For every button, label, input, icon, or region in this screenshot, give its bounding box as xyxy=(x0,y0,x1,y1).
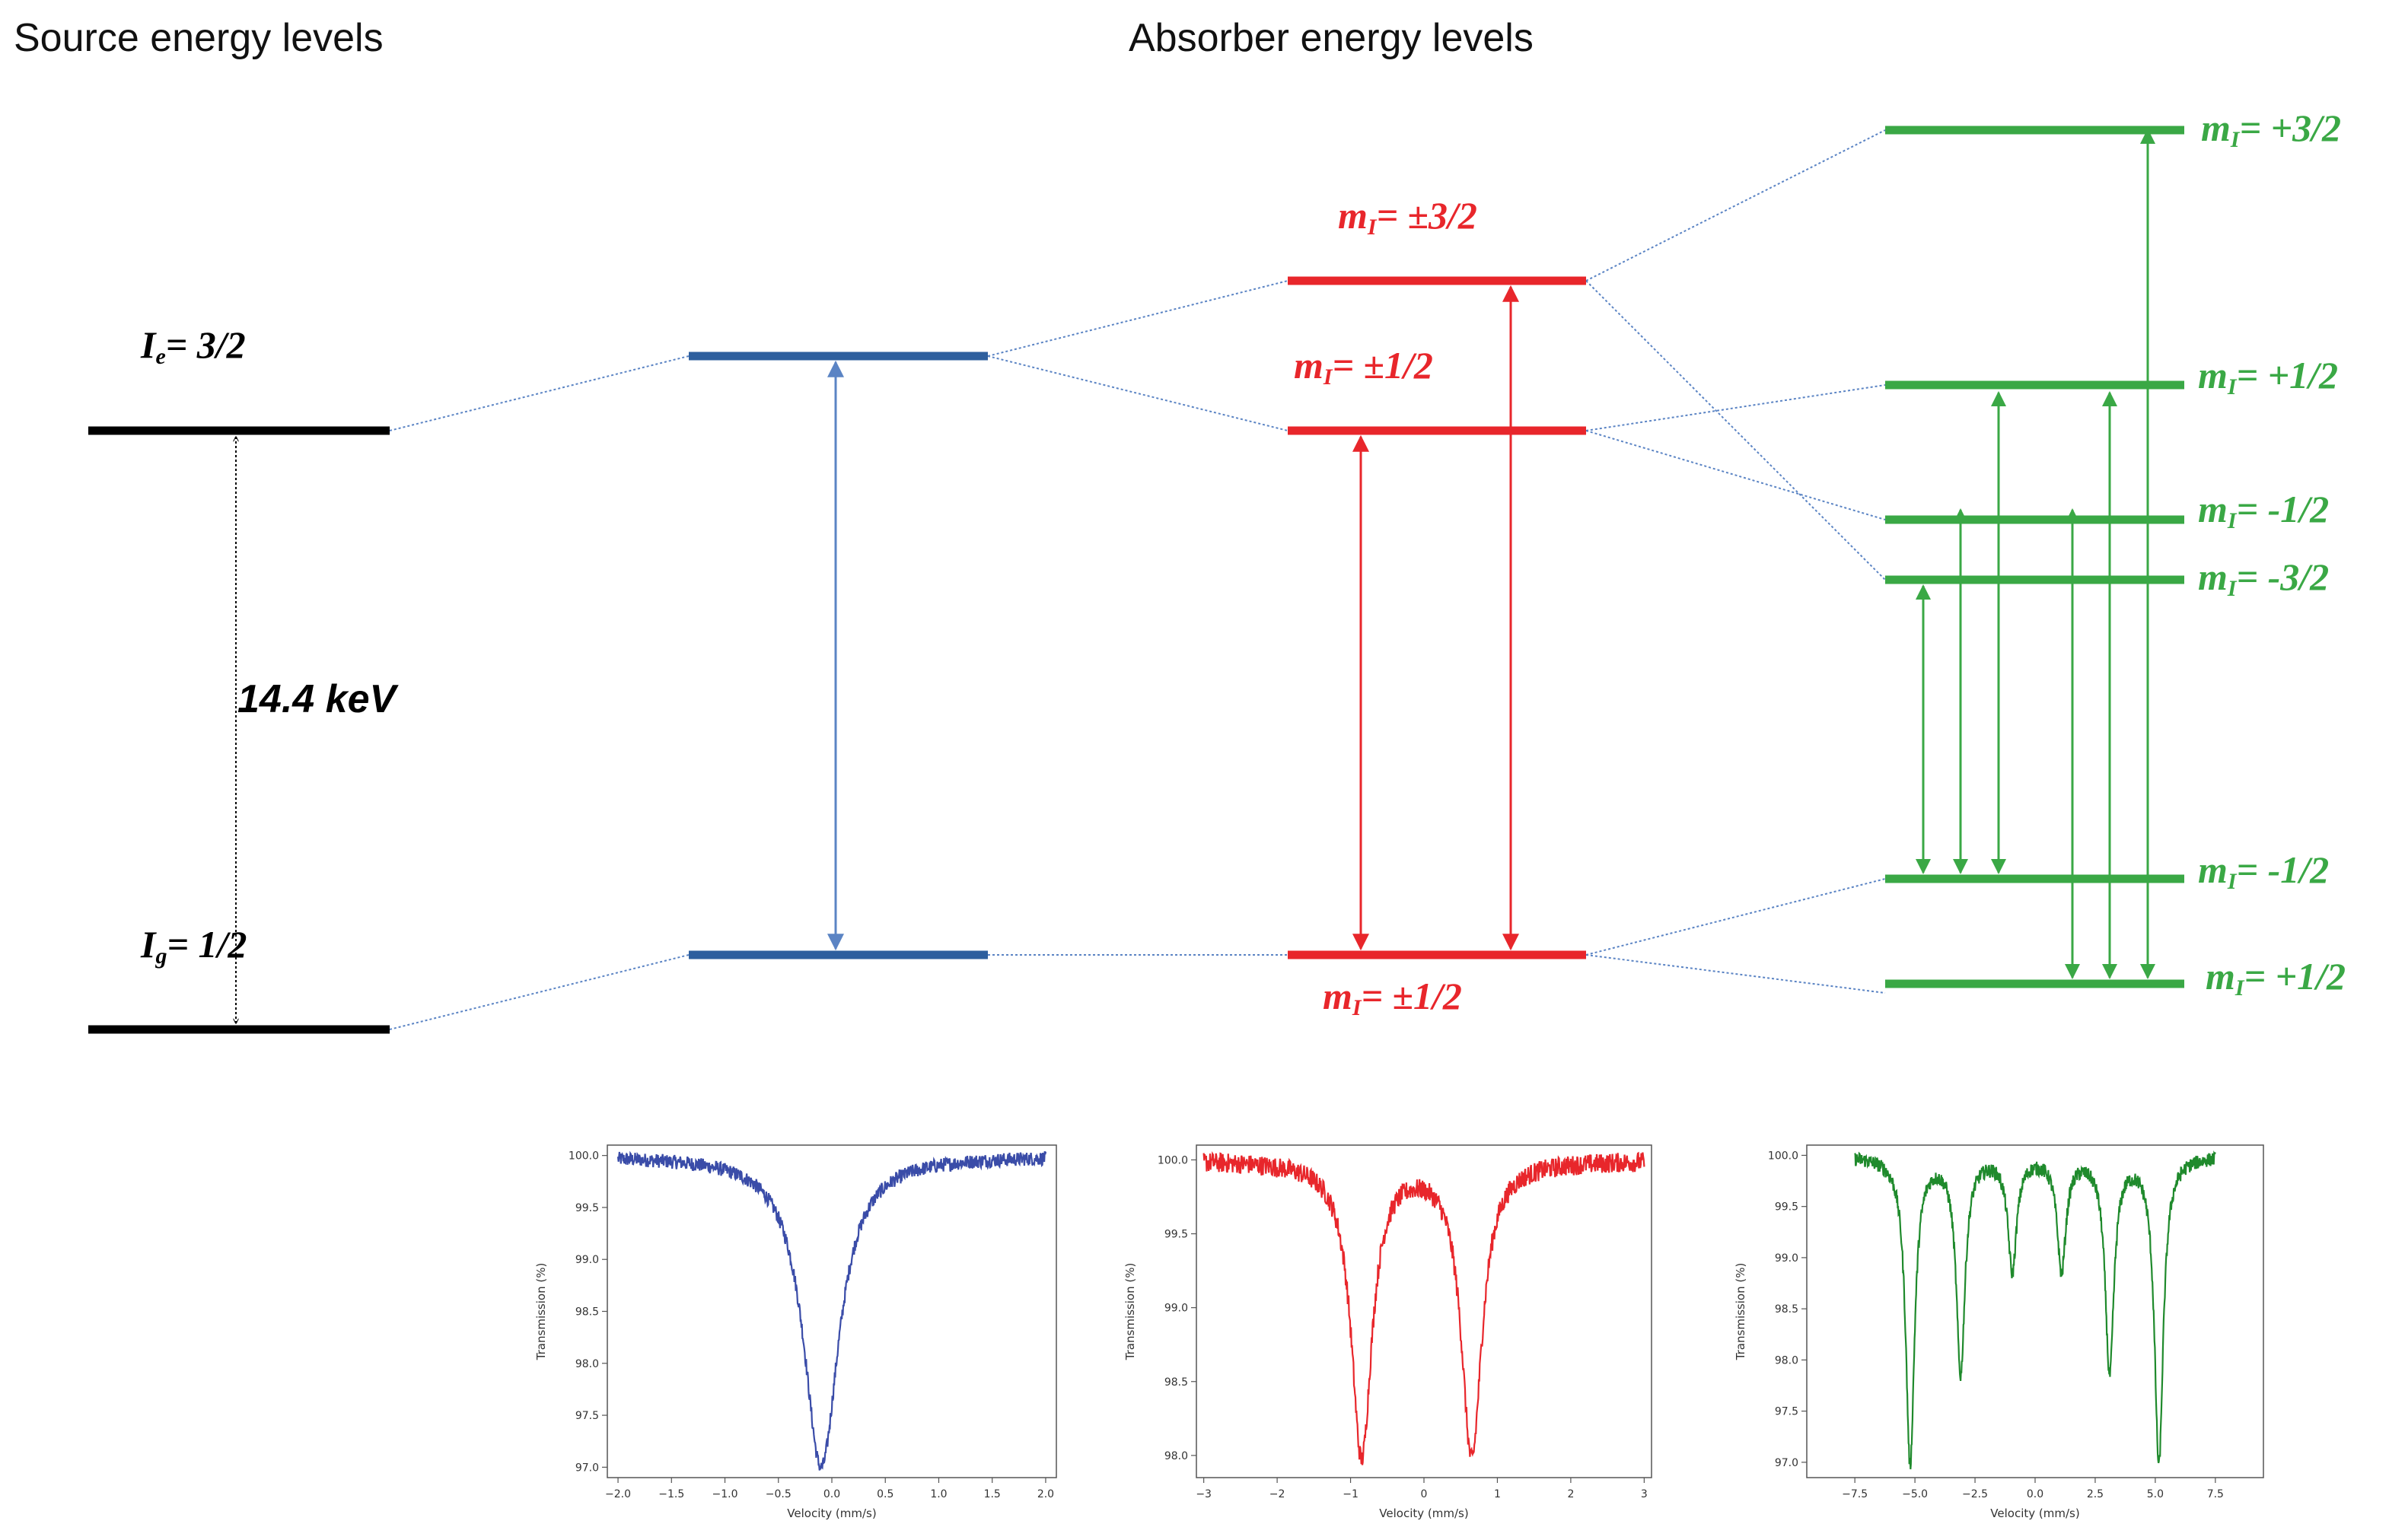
x-tick-label: 1 xyxy=(1494,1488,1501,1500)
x-tick-label: 1.5 xyxy=(984,1488,1001,1500)
x-tick-label: −2 xyxy=(1269,1488,1285,1500)
source-excited-label: Ie= 3/2 xyxy=(140,323,246,369)
single-line-spectrum-chart: −2.0 −1.5 −1.0 −0.5 0.0 0.5 1.0 1.5 2.0 97.0 97.5 9… xyxy=(534,1144,1057,1520)
y-tick-label: 100.0 xyxy=(1158,1154,1188,1166)
y-axis-label: Transmission (%) xyxy=(1123,1263,1137,1361)
connector-line xyxy=(987,280,1288,357)
x-tick-label: −7.5 xyxy=(1842,1488,1868,1500)
y-tick-label: 100.0 xyxy=(1768,1150,1798,1162)
source-energy-levels-header: Source energy levels xyxy=(14,16,384,60)
x-tick-label: 2.0 xyxy=(1037,1488,1054,1500)
connector-line xyxy=(1585,430,1886,520)
connector-line xyxy=(1585,280,1886,581)
y-tick-label: 97.5 xyxy=(1775,1406,1798,1418)
quadrupole-doublet-spectrum-chart: −3 −2 −1 0 1 2 3 98.0 98.5 99.0 99.5 100.0 Velocity … xyxy=(1123,1144,1652,1520)
x-tick-label: 7.5 xyxy=(2207,1488,2224,1500)
x-axis-label: Velocity (mm/s) xyxy=(1990,1507,2079,1520)
connector-line xyxy=(1585,129,1886,282)
spectrum-line xyxy=(616,1150,1047,1471)
x-tick-label: −1.5 xyxy=(658,1488,684,1500)
y-tick-label: 98.0 xyxy=(1775,1354,1798,1367)
x-tick-label: 0.0 xyxy=(823,1488,840,1500)
x-tick-label: −2.0 xyxy=(605,1488,631,1500)
y-tick-label: 98.5 xyxy=(1775,1303,1798,1316)
y-tick-label: 99.5 xyxy=(1775,1201,1798,1214)
quadrupole-label-top: mI= ±3/2 xyxy=(1338,194,1477,240)
y-axis-label: Transmission (%) xyxy=(534,1263,548,1361)
y-axis-label: Transmission (%) xyxy=(1734,1263,1747,1361)
connector-line xyxy=(987,355,1288,431)
connector-line xyxy=(389,954,690,1030)
x-axis-label: Velocity (mm/s) xyxy=(1379,1507,1468,1520)
spectrum-line xyxy=(1202,1151,1645,1465)
connector-line xyxy=(1585,384,1886,431)
plot-frame xyxy=(607,1144,1057,1478)
magnetic-label-g2: mI= +1/2 xyxy=(2206,955,2346,1001)
y-tick-label: 97.0 xyxy=(575,1462,599,1474)
x-tick-label: 0.0 xyxy=(2027,1488,2043,1500)
x-tick-label: 0 xyxy=(1421,1488,1428,1500)
y-tick-label: 98.5 xyxy=(1164,1376,1188,1389)
y-tick-label: 98.0 xyxy=(575,1358,599,1370)
magnetic-label-e3: mI= -1/2 xyxy=(2198,488,2329,533)
quadrupole-label-bottom: mI= ±1/2 xyxy=(1323,975,1462,1020)
x-tick-label: 2 xyxy=(1567,1488,1574,1500)
magnetic-label-e2: mI= +1/2 xyxy=(2198,354,2338,399)
y-tick-label: 99.0 xyxy=(1775,1252,1798,1265)
connector-line xyxy=(1585,878,1886,956)
spectrum-line xyxy=(1854,1150,2216,1470)
quadrupole-label-middle: mI= ±1/2 xyxy=(1294,344,1433,390)
magnetic-label-g1: mI= -1/2 xyxy=(2198,848,2329,894)
source-ground-label: Ig= 1/2 xyxy=(140,923,247,969)
x-tick-label: 1.0 xyxy=(930,1488,947,1500)
y-tick-label: 99.5 xyxy=(575,1202,599,1214)
x-tick-label: 3 xyxy=(1641,1488,1648,1500)
x-tick-label: 2.5 xyxy=(2087,1488,2104,1500)
y-tick-label: 97.5 xyxy=(575,1410,599,1422)
plot-frame xyxy=(1196,1144,1652,1478)
x-axis-label: Velocity (mm/s) xyxy=(787,1507,876,1520)
magnetic-label-e1: mI= +3/2 xyxy=(2201,107,2341,152)
magnetic-sextet-spectrum-chart: −7.5 −5.0 −2.5 0.0 2.5 5.0 7.5 97.0 97.5 98.0 98.5… xyxy=(1734,1144,2264,1520)
plot-frame xyxy=(1806,1144,2264,1478)
x-tick-label: −3 xyxy=(1196,1488,1212,1500)
x-tick-label: −5.0 xyxy=(1902,1488,1928,1500)
magnetic-label-e4: mI= -3/2 xyxy=(2198,555,2329,601)
y-tick-label: 99.5 xyxy=(1164,1229,1188,1241)
magnetic-transition-arrows xyxy=(1916,129,2155,979)
x-tick-label: −0.5 xyxy=(766,1488,792,1500)
connector-line xyxy=(1585,954,1886,994)
y-tick-label: 98.5 xyxy=(575,1306,599,1319)
x-tick-label: −1 xyxy=(1343,1488,1359,1500)
y-tick-label: 99.0 xyxy=(1164,1303,1188,1315)
x-tick-label: −2.5 xyxy=(1962,1488,1988,1500)
y-tick-label: 99.0 xyxy=(575,1254,599,1266)
transition-energy-label: 14.4 keV xyxy=(237,677,399,721)
y-tick-label: 97.0 xyxy=(1775,1457,1798,1469)
x-tick-label: 0.5 xyxy=(877,1488,893,1500)
x-tick-label: 5.0 xyxy=(2147,1488,2164,1500)
connector-lines xyxy=(389,129,1886,1030)
absorber-energy-levels-header: Absorber energy levels xyxy=(1129,16,1534,60)
connector-line xyxy=(389,355,690,431)
y-tick-label: 98.0 xyxy=(1164,1450,1188,1462)
x-tick-label: −1.0 xyxy=(712,1488,738,1500)
y-tick-label: 100.0 xyxy=(569,1150,599,1163)
